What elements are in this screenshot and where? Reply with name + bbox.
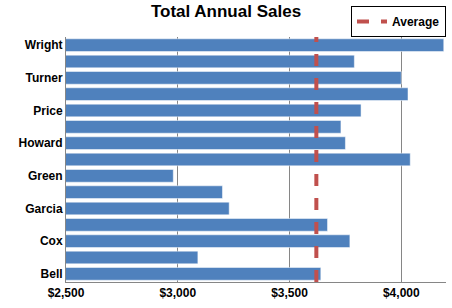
svg-text:Wright: Wright: [25, 38, 63, 52]
svg-text:Price: Price: [33, 104, 63, 118]
svg-text:Average: Average: [392, 15, 439, 29]
svg-text:Cox: Cox: [40, 234, 63, 248]
svg-text:$3,500: $3,500: [271, 286, 308, 300]
svg-text:$3,000: $3,000: [159, 286, 196, 300]
svg-text:Bell: Bell: [41, 267, 63, 281]
svg-text:Garcia: Garcia: [25, 202, 63, 216]
svg-text:$4,000: $4,000: [383, 286, 420, 300]
svg-text:Turner: Turner: [25, 71, 62, 85]
svg-text:Green: Green: [28, 169, 63, 183]
svg-text:Total Annual Sales: Total Annual Sales: [151, 2, 301, 21]
svg-text:$2,500: $2,500: [48, 286, 85, 300]
svg-text:Howard: Howard: [19, 136, 63, 150]
